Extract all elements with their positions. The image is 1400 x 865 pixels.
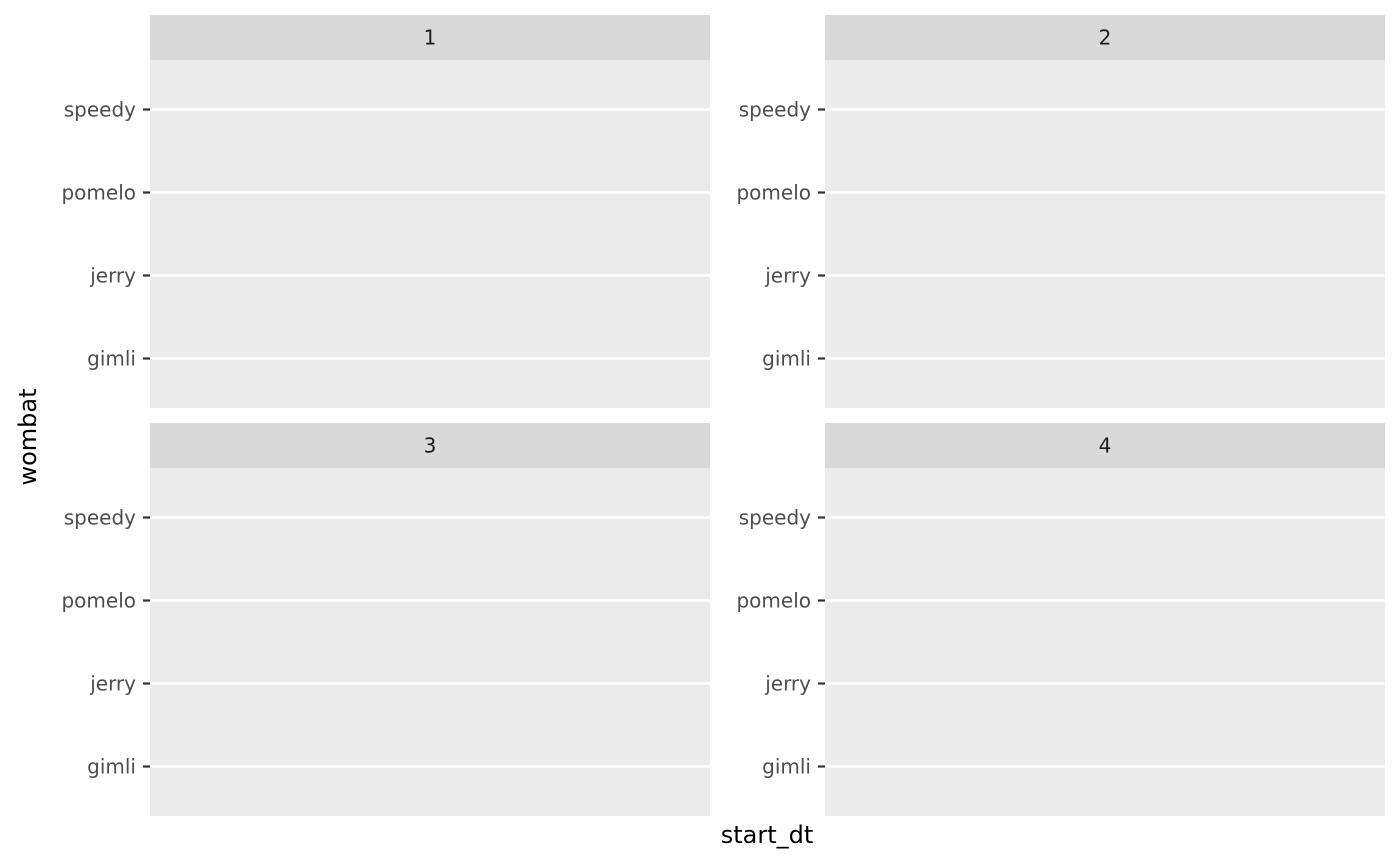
facet-panel-1: 1 gimli jerry pomelo speedy bbox=[61, 15, 710, 408]
y-tick-label-jerry: jerry bbox=[764, 264, 811, 288]
facet-strip-label: 4 bbox=[1099, 434, 1112, 458]
facet-strip bbox=[825, 423, 1385, 468]
panel-background bbox=[825, 468, 1385, 816]
x-axis-title: start_dt bbox=[721, 821, 814, 849]
y-tick-label-speedy: speedy bbox=[739, 506, 811, 530]
facet-strip bbox=[150, 15, 710, 60]
y-tick-label-speedy: speedy bbox=[64, 98, 136, 122]
facet-panel-3: 3 gimli jerry pomelo speedy bbox=[61, 423, 710, 816]
y-tick-label-gimli: gimli bbox=[762, 347, 811, 371]
y-tick-label-jerry: jerry bbox=[89, 672, 136, 696]
facet-strip-label: 3 bbox=[424, 434, 437, 458]
y-tick-label-jerry: jerry bbox=[764, 672, 811, 696]
y-tick-label-pomelo: pomelo bbox=[736, 181, 811, 205]
panel-background bbox=[150, 60, 710, 408]
y-tick-label-jerry: jerry bbox=[89, 264, 136, 288]
y-tick-label-gimli: gimli bbox=[87, 755, 136, 779]
y-tick-label-pomelo: pomelo bbox=[61, 181, 136, 205]
y-tick-label-speedy: speedy bbox=[64, 506, 136, 530]
y-tick-label-gimli: gimli bbox=[762, 755, 811, 779]
y-tick-label-speedy: speedy bbox=[739, 98, 811, 122]
facet-strip bbox=[825, 15, 1385, 60]
panel-background bbox=[150, 468, 710, 816]
facet-panel-4: 4 gimli jerry pomelo speedy bbox=[736, 423, 1385, 816]
facet-strip bbox=[150, 423, 710, 468]
y-tick-label-pomelo: pomelo bbox=[61, 589, 136, 613]
panel-background bbox=[825, 60, 1385, 408]
facet-panels: 1 gimli jerry pomelo speedy 2 gimli jerry pomelo… bbox=[61, 15, 1385, 816]
facet-strip-label: 1 bbox=[424, 26, 437, 50]
y-tick-label-pomelo: pomelo bbox=[736, 589, 811, 613]
facet-strip-label: 2 bbox=[1099, 26, 1112, 50]
y-tick-label-gimli: gimli bbox=[87, 347, 136, 371]
y-axis-title: wombat bbox=[14, 388, 42, 485]
facet-panel-2: 2 gimli jerry pomelo speedy bbox=[736, 15, 1385, 408]
